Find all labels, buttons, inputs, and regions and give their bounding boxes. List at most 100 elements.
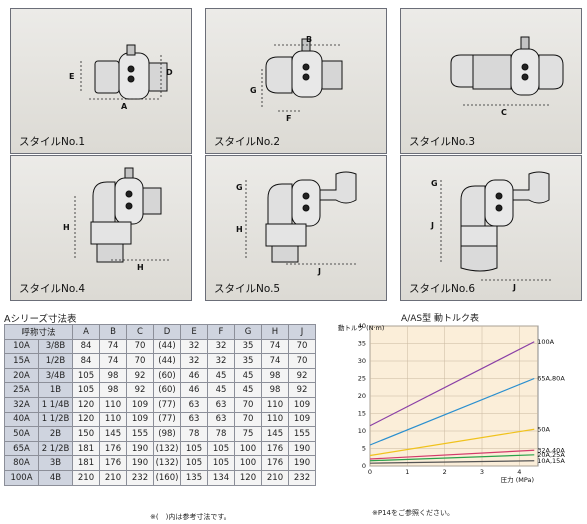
dimension-cell: 105 [207,440,235,457]
nominal-mm-cell: 20A [4,367,39,384]
dimension-cell: 120 [72,396,100,413]
dimension-cell: 35 [234,353,262,369]
dimension-cell: 105 [180,455,208,471]
nominal-inch-cell: 1 1/2B [38,411,73,428]
series-line [369,341,535,427]
dimension-cell: 74 [261,353,289,369]
table-row: 25A 1B 105 98 92 (60) 46 45 45 98 92 [4,382,316,398]
dimension-cell: 74 [261,338,289,355]
nominal-mm-cell: 40A [4,411,39,428]
dimension-cell: 181 [72,440,100,457]
y-tick-label: 25 [358,375,366,383]
style-6-drawing: G J J [430,171,551,292]
nominal-mm-cell: 100A [4,469,39,486]
nominal-inch-cell: 4B [38,469,73,486]
dim-label-j-vertical: J [430,221,434,230]
dimension-cell: 46 [180,367,208,384]
dimension-cell: (98) [153,426,181,442]
dimension-cell: 70 [126,338,154,355]
style-panel-6: G J J スタイルNo.6 [400,155,582,301]
table-row: 10A 3/8B 84 74 70 (44) 32 32 35 74 70 [4,338,316,355]
style-2-label: スタイルNo.2 [214,136,281,148]
y-tick-label: 10 [358,427,366,435]
dim-label-d: D [166,68,173,77]
dimension-cell: 110 [261,411,289,428]
dimension-cell: 105 [72,367,100,384]
table-title: Aシリーズ寸法表 [4,314,77,325]
x-axis-label: 圧力 (MPa) [501,475,534,484]
dimension-cell: 176 [261,455,289,471]
y-tick-label: 40 [358,322,366,330]
dimension-cell: 190 [288,440,316,457]
nominal-mm-cell: 32A [4,396,39,413]
dimension-cell: (132) [153,455,181,471]
nominal-mm-cell: 50A [4,426,39,442]
column-header: A [72,324,100,340]
dimension-cell: 110 [99,396,127,413]
table-row: 65A 2 1/2B 181 176 190 (132) 105 105 100 176 190 [4,440,316,457]
x-tick-label: 4 [517,468,521,476]
dimension-cell: 110 [261,396,289,413]
dim-label-g: G [236,183,243,192]
dim-label-b: B [306,35,312,44]
dimension-cell: 98 [99,367,127,384]
dimension-cell: (60) [153,367,181,384]
dimension-cell: (44) [153,338,181,355]
dimension-cell: 232 [126,469,154,486]
nominal-inch-cell: 1/2B [38,353,73,369]
style-3-drawing: C [450,36,564,117]
dimension-cell: 98 [261,382,289,398]
dimension-cell: 181 [72,455,100,471]
series-label: 20A,25A [537,451,565,459]
dimension-cell: 190 [126,455,154,471]
style-panel-5: G H J スタイルNo.5 [205,155,387,301]
y-tick-label: 35 [358,340,366,348]
series-label: 100A [537,338,554,346]
x-tick-label: 0 [368,468,372,476]
dimension-cell: 109 [126,411,154,428]
dim-label-a: A [121,102,128,111]
dimension-cell: 63 [180,396,208,413]
dimension-cell: 74 [99,353,127,369]
dimension-cell: 232 [288,469,316,486]
nominal-size-header: 呼称寸法 [4,324,73,340]
table-body: 10A 3/8B 84 74 70 (44) 32 32 35 74 70 15A 1/2B 84 74 70… [4,338,316,486]
column-header: E [180,324,208,340]
dimension-cell: 92 [126,367,154,384]
style-6-label: スタイルNo.6 [409,283,476,295]
table-row: 100A 4B 210 210 232 (160) 135 134 120 210 232 [4,469,316,486]
table-row: 50A 2B 150 145 155 (98) 78 78 75 145 155 [4,426,316,442]
dim-label-g: G [250,86,257,95]
dimension-cell: 190 [288,455,316,471]
dimension-cell: 109 [288,396,316,413]
dimension-cell: 92 [126,382,154,398]
torque-chart: 0 5 10 15 20 25 30 35 40 0 1 2 3 4 動トルク (N·m) 圧力 (MPa) 1… [338,322,565,484]
y-tick-label: 20 [358,392,366,400]
nominal-inch-cell: 3/8B [38,338,73,355]
nominal-inch-cell: 2B [38,426,73,442]
series-line [369,428,535,457]
table-row: 40A 1 1/2B 120 110 109 (77) 63 63 70 110 109 [4,411,316,428]
dimension-cell: (160) [153,469,181,486]
dim-label-h-horizontal: H [137,263,144,272]
dim-label-g: G [431,179,438,188]
column-header: J [288,324,316,340]
y-tick-label: 5 [362,445,366,453]
style-panel-4: H H スタイルNo.4 [10,155,192,301]
dimension-cell: 70 [126,353,154,369]
dimension-cell: (60) [153,382,181,398]
nominal-mm-cell: 65A [4,440,39,457]
dimension-cell: 70 [234,411,262,428]
dimension-cell: 74 [99,338,127,355]
column-header: G [234,324,262,340]
dimension-cell: 145 [99,426,127,442]
table-row: 20A 3/4B 105 98 92 (60) 46 45 45 98 92 [4,367,316,384]
dimension-cell: 176 [261,440,289,457]
dimension-cell: 190 [126,440,154,457]
dimension-cell: 70 [234,396,262,413]
style-panel-2: B G F スタイルNo.2 [205,8,387,154]
nominal-mm-cell: 25A [4,382,39,398]
nominal-mm-cell: 80A [4,455,39,471]
dimension-cell: 120 [234,469,262,486]
dimension-cell: 45 [207,367,235,384]
